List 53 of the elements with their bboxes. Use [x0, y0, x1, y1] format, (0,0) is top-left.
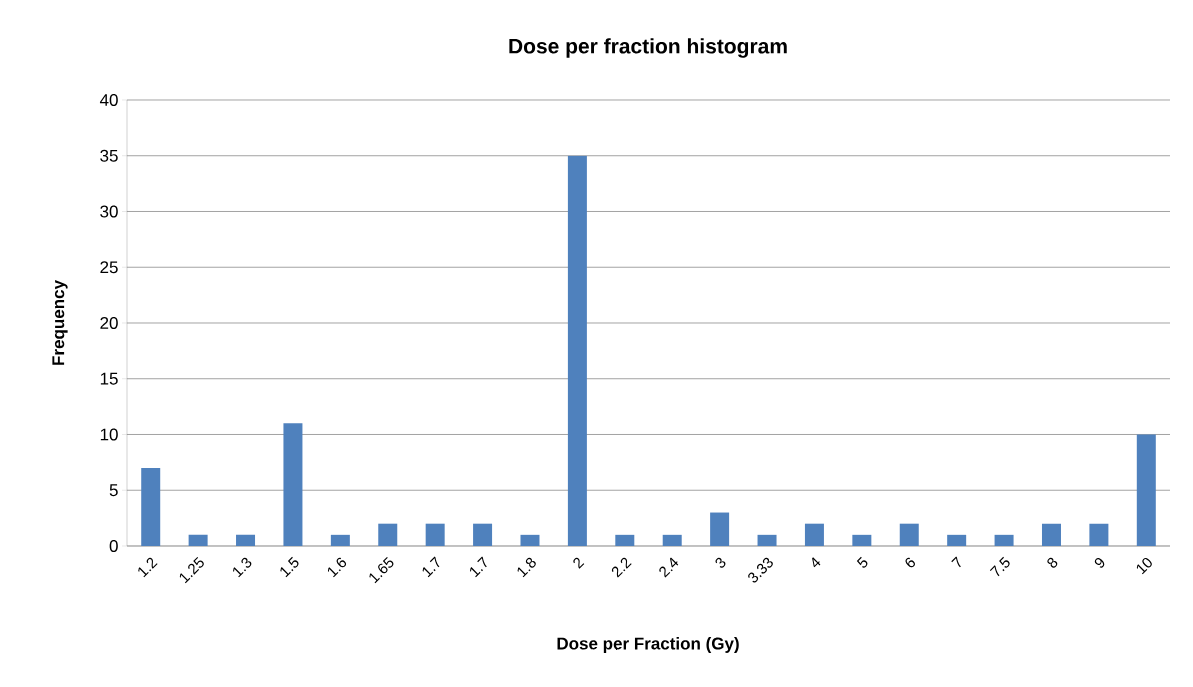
x-axis-title: Dose per Fraction (Gy)	[557, 637, 739, 653]
x-tick-label: 4	[812, 557, 821, 568]
bar	[236, 534, 256, 546]
x-tick-label: 8	[1047, 557, 1058, 568]
bar	[378, 523, 398, 546]
bar	[330, 534, 350, 546]
x-tick-label: 2	[573, 557, 585, 569]
bar	[899, 523, 919, 546]
x-tick-label: 2.2	[611, 557, 632, 578]
bar	[994, 534, 1014, 546]
x-tick-label: 3	[715, 557, 726, 568]
bar	[425, 523, 445, 546]
bar	[710, 512, 730, 546]
x-tick-label: 10	[1136, 557, 1152, 575]
x-tick-label: 1.2	[138, 557, 158, 578]
y-tick-label: 35	[100, 149, 118, 162]
bar	[1136, 434, 1156, 546]
y-tick-label: 10	[100, 428, 118, 441]
y-tick-label: 25	[100, 261, 118, 274]
y-axis-title: Frequency	[52, 280, 68, 365]
bar	[757, 534, 777, 546]
bar	[852, 534, 872, 546]
y-tick-label: 5	[109, 484, 118, 497]
y-tick-label: 40	[99, 93, 118, 107]
bar	[947, 534, 967, 546]
y-tick-label: 30	[100, 205, 118, 218]
bar	[615, 534, 635, 546]
chart-title: Dose per fraction histogram	[509, 38, 787, 58]
x-tick-label: 1.6	[327, 557, 347, 578]
bar	[473, 523, 493, 546]
x-tick-label: 7	[951, 556, 961, 568]
x-tick-label: 1.3	[233, 557, 252, 578]
x-tick-label: 1.5	[280, 556, 299, 578]
x-tick-label: 1.8	[517, 557, 536, 578]
x-tick-label: 5	[856, 556, 868, 568]
bar	[662, 534, 682, 546]
x-tick-label: 6	[905, 557, 915, 568]
bar	[567, 155, 587, 546]
bar	[283, 423, 303, 546]
y-tick-label: 0	[109, 539, 118, 553]
bar	[1041, 523, 1061, 546]
bar	[141, 467, 161, 546]
bar	[1089, 523, 1109, 546]
y-tick-label: 15	[100, 372, 118, 385]
bar	[520, 534, 540, 546]
x-tick-label: 7.5	[989, 556, 1010, 577]
bar	[188, 534, 208, 546]
y-tick-label: 20	[100, 316, 118, 330]
x-tick-label: 2.4	[659, 557, 679, 578]
bar	[804, 523, 824, 546]
x-tick-label: 1.7	[470, 556, 487, 578]
x-tick-label: 1.7	[422, 556, 440, 578]
x-tick-label: 9	[1094, 557, 1105, 568]
